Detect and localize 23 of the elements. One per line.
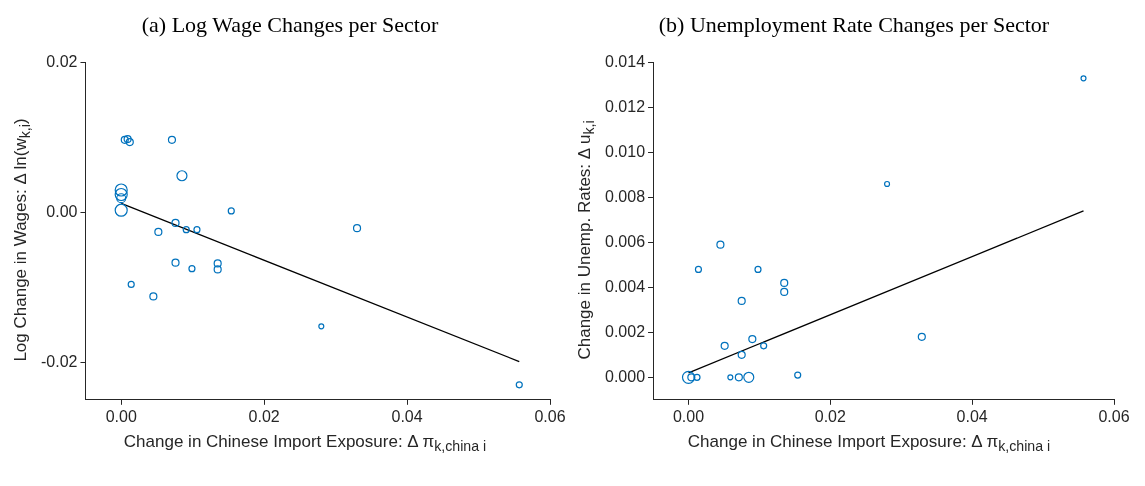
x-tick-label: 0.00 (672, 407, 705, 425)
y-tick-label: 0.004 (604, 277, 646, 295)
y-tick-label: 0.008 (604, 187, 646, 205)
x-axis-title: Change in Chinese Import Exposure: Δ π$_{k,china i}$ (122, 432, 488, 455)
y-tick-label: 0.014 (604, 53, 646, 71)
x-tick-label: 0.02 (814, 407, 846, 425)
x-tick-label: 0.02 (248, 407, 280, 425)
y-tick-label: 0.002 (604, 322, 646, 340)
y-tick-label: 0.006 (604, 232, 646, 250)
x-tick-label: 0.00 (105, 407, 137, 425)
y-tick-label: 0.02 (46, 53, 78, 71)
y-tick-label: -0.02 (41, 352, 78, 370)
chart-title: (b) Unemployment Rate Changes per Sector (657, 12, 1051, 38)
y-tick-label: 0.012 (604, 97, 646, 115)
x-tick-label: 0.04 (391, 407, 423, 425)
y-tick-label: 0.000 (604, 367, 646, 385)
x-tick-label: 0.04 (956, 407, 988, 425)
y-tick-label: 0.010 (604, 142, 646, 160)
y-tick-label: 0.00 (46, 202, 78, 220)
x-axis-title: Change in Chinese Import Exposure: Δ π$_{k,china i}$ (686, 432, 1052, 455)
chart-title: (a) Log Wage Changes per Sector (140, 12, 440, 38)
x-tick-label: 0.06 (1098, 407, 1130, 425)
x-tick-label: 0.06 (534, 407, 566, 425)
